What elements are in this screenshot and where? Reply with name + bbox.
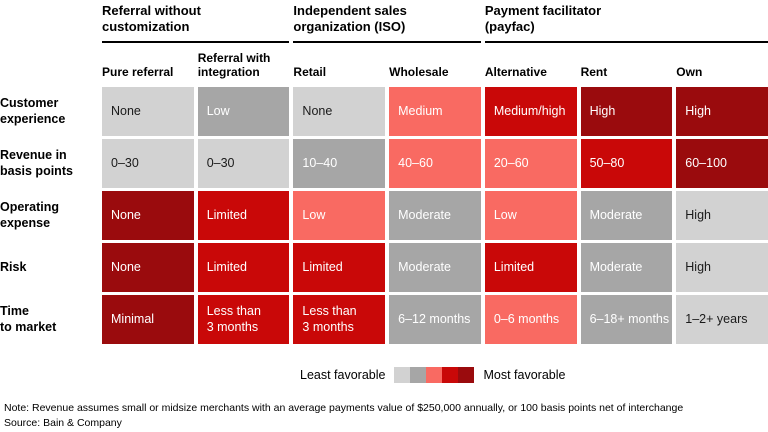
matrix-cell: Moderate: [389, 243, 481, 292]
matrix-cell: 0–30: [197, 139, 290, 188]
matrix-cell: 6–18+ months: [580, 295, 673, 344]
matrix-cell: Less than 3 months: [197, 295, 290, 344]
comparison-table: Referral without customization Independen…: [0, 3, 768, 344]
matrix-cell: Moderate: [580, 243, 673, 292]
matrix-cell: Less than 3 months: [293, 295, 386, 344]
matrix-cell: 60–100: [676, 139, 768, 188]
column-header: Alternative: [484, 64, 547, 79]
legend-swatch: [410, 367, 427, 383]
matrix-cell: 40–60: [389, 139, 481, 188]
column-header: Retail: [293, 64, 327, 79]
legend-label-least: Least favorable: [300, 368, 386, 382]
column-header: Pure referral: [102, 64, 174, 79]
matrix-cell: None: [102, 191, 194, 240]
matrix-cell: Moderate: [389, 191, 481, 240]
matrix-cell: 1–2+ years: [676, 295, 768, 344]
legend: Least favorable Most favorable: [300, 367, 768, 383]
matrix-cell: None: [102, 243, 194, 292]
matrix-cell: 10–40: [293, 139, 386, 188]
matrix-cell: Moderate: [580, 191, 673, 240]
matrix-cell: Limited: [484, 243, 577, 292]
column-header: Own: [676, 64, 703, 79]
legend-swatches: [394, 367, 475, 383]
matrix-cell: Limited: [197, 191, 290, 240]
row-header: Customer experience: [0, 95, 66, 126]
matrix-cell: High: [580, 87, 673, 136]
legend-swatch: [394, 367, 411, 383]
column-header: Wholesale: [389, 64, 449, 79]
row-header: Time to market: [0, 303, 57, 334]
matrix-cell: 20–60: [484, 139, 577, 188]
matrix-cell: Low: [293, 191, 386, 240]
row-header: Operating expense: [0, 199, 60, 230]
legend-swatch: [442, 367, 459, 383]
matrix-cell: Limited: [293, 243, 386, 292]
matrix-cell: Low: [197, 87, 290, 136]
legend-swatch: [426, 367, 443, 383]
matrix-cell: High: [676, 87, 768, 136]
column-group-header: Independent sales organization (ISO): [293, 3, 481, 43]
matrix-cell: Low: [484, 191, 577, 240]
matrix-cell: High: [676, 243, 768, 292]
note-text: Note: Revenue assumes small or midsize m…: [4, 402, 684, 414]
matrix-cell: Medium/high: [484, 87, 577, 136]
matrix-cell: 50–80: [580, 139, 673, 188]
table-corner-spacer: [0, 46, 98, 84]
source-text: Source: Bain & Company: [4, 417, 122, 430]
column-group-header: Referral without customization: [102, 3, 290, 43]
legend-label-most: Most favorable: [483, 368, 566, 382]
matrix-cell: Minimal: [102, 295, 194, 344]
matrix-cell: 6–12 months: [389, 295, 481, 344]
table-corner-spacer: [0, 3, 98, 43]
column-header: Referral with integration: [197, 50, 271, 79]
matrix-cell: Medium: [389, 87, 481, 136]
column-group-header: Payment facilitator (payfac): [484, 3, 768, 43]
matrix-cell: High: [676, 191, 768, 240]
column-header: Rent: [580, 64, 608, 79]
row-header: Risk: [0, 259, 27, 274]
matrix-cell: None: [293, 87, 386, 136]
footnotes: Note: Revenue assumes small or midsize m…: [4, 401, 768, 431]
matrix-cell: None: [102, 87, 194, 136]
matrix-cell: 0–30: [102, 139, 194, 188]
legend-swatch: [458, 367, 475, 383]
matrix-cell: 0–6 months: [484, 295, 577, 344]
row-header: Revenue in basis points: [0, 147, 73, 178]
matrix-cell: Limited: [197, 243, 290, 292]
